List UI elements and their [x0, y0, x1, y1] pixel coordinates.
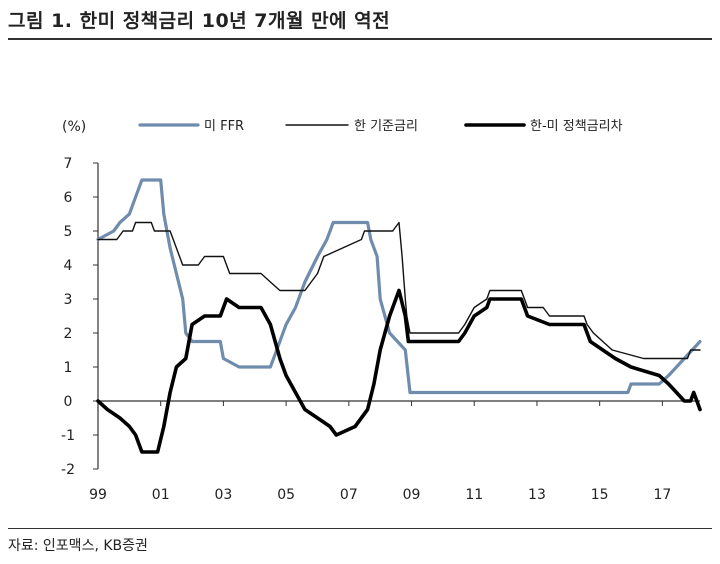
x-tick-label: 13	[528, 487, 546, 503]
footer-divider	[8, 528, 712, 529]
x-tick-label: 15	[591, 487, 609, 503]
x-tick-label: 05	[277, 487, 295, 503]
y-unit-label: (%)	[62, 119, 86, 135]
legend-label: 한 기준금리	[354, 119, 418, 134]
line-chart: (%) 미 FFR 한 기준금리 한-미 정책금리차 7 6 5 4 3 2 1 0 -1 -2 99 0…	[61, 119, 702, 503]
x-tick-label: 99	[89, 487, 107, 503]
x-tick-label: 01	[152, 487, 170, 503]
title-divider	[8, 38, 712, 40]
x-tick-label: 11	[465, 487, 483, 503]
y-tick-label: 0	[64, 394, 73, 410]
source-note: 자료: 인포맥스, KB증권	[8, 538, 148, 554]
y-tick-label: -2	[61, 462, 75, 478]
x-tick-label: 09	[403, 487, 421, 503]
axes: 7 6 5 4 3 2 1 0 -1 -2 99 01 03 05 07 09 11 13 15 17	[61, 156, 700, 503]
legend-label: 미 FFR	[204, 119, 244, 134]
y-tick-label: 2	[64, 326, 73, 342]
y-tick-label: 1	[64, 360, 73, 376]
chart-title: 그림 1. 한미 정책금리 10년 7개월 만에 역전	[8, 10, 391, 32]
y-tick-label: 3	[64, 292, 73, 308]
x-tick-label: 03	[215, 487, 233, 503]
legend: 미 FFR 한 기준금리 한-미 정책금리차	[138, 119, 623, 134]
series-line-2	[97, 221, 701, 360]
series-line-1	[96, 178, 702, 395]
y-tick-label: 4	[64, 258, 73, 274]
y-tick-label: 6	[64, 190, 73, 206]
y-tick-label: 7	[64, 156, 73, 172]
y-tick-label: 5	[64, 224, 73, 240]
y-tick-label: -1	[61, 428, 75, 444]
x-tick-label: 07	[340, 487, 358, 503]
series-line-3	[96, 288, 702, 454]
series-lines	[96, 178, 702, 454]
legend-label: 한-미 정책금리차	[530, 119, 623, 134]
x-tick-label: 17	[653, 487, 671, 503]
